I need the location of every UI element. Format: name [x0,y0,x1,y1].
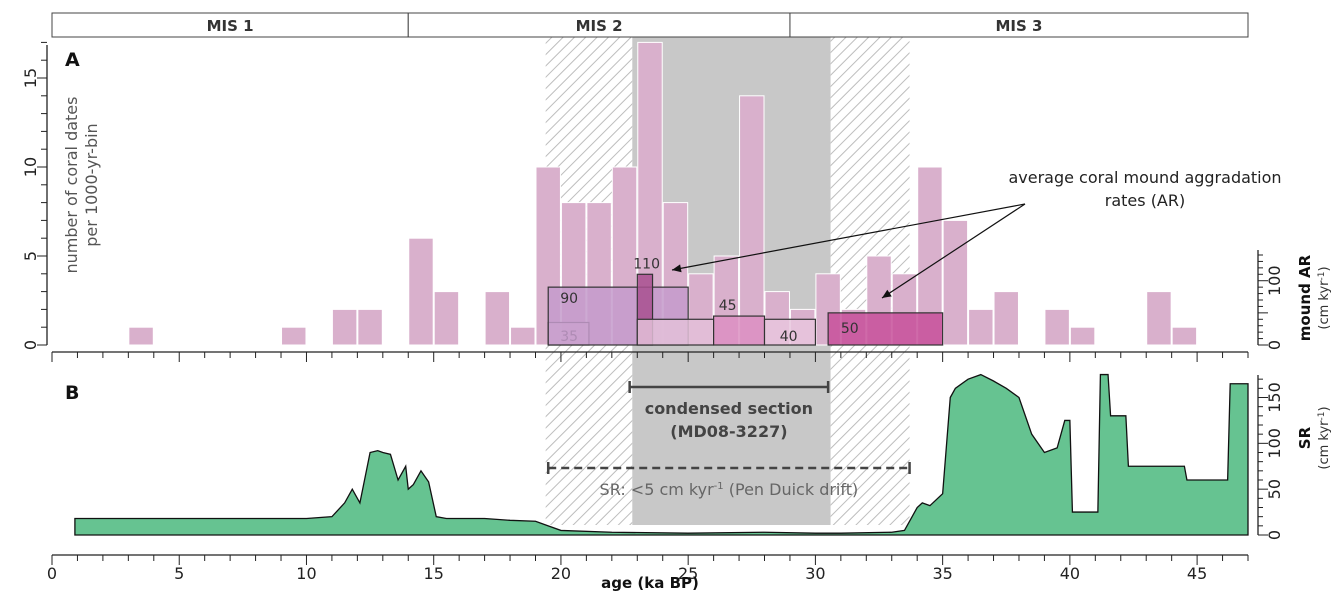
y-axis-ar-title: mound AR [1296,254,1314,341]
condensed-label-2: (MD08-3227) [670,422,787,441]
bar-37 [993,291,1019,346]
bar-3 [128,326,154,346]
axes: 0 5 10 15 20 25 30 35 40 45 0 5 10 15 number of coral … [21,41,1332,583]
bar-17 [484,291,511,346]
y-tick-label-sr-100: 100 [1265,428,1284,459]
bar-36 [968,308,994,346]
sr-area-path [74,373,1249,536]
y-axis-sr-unit: (cm kyr-1) [1317,406,1332,469]
y-tick-label-ar-100: 100 [1265,265,1284,296]
x-tick-label-10: 10 [296,564,316,583]
y-axis-sr-title: SR [1296,426,1314,449]
bar-11 [331,308,358,346]
mis-bar: MIS 1 MIS 2 MIS 3 [51,12,1249,38]
ar-label-50: 50 [841,321,859,337]
x-tick-label-15: 15 [424,564,444,583]
y-axis-ar-unit-end: ) [1317,266,1332,271]
y-tick-label-a-10: 10 [21,157,40,177]
x-tick-label-25: 25 [678,564,698,583]
bar-39 [1044,308,1070,346]
mis-label-2: MIS 2 [576,17,623,35]
ar-annotation-line2: rates (AR) [1105,191,1185,210]
ar-box-5 [763,318,817,346]
x-axis-title: age (ka BP) [601,574,699,591]
x-tick-label-0: 0 [47,564,57,583]
ar-box-6 [827,312,944,346]
mis-label-3: MIS 3 [995,17,1042,35]
ar-label-90: 90 [560,291,578,307]
ar-box-3 [636,318,715,346]
x-tick-label-5: 5 [174,564,184,583]
panel-letter-a: A [65,49,80,71]
mis-box-3 [789,12,1249,38]
bar-14 [408,237,434,346]
ar-box-4 [713,315,766,346]
bar-12 [357,308,383,346]
ar-arrow-2 [881,203,1026,299]
y-axis-sr-unit-end: ) [1317,406,1332,411]
ar-label-45: 45 [719,298,737,314]
x-tick-label-35: 35 [932,564,952,583]
sr-label: SR: <5 cm kyr-1 (Pen Duick drift) [600,480,859,499]
y-tick-label-sr-150: 150 [1265,382,1284,413]
bar-27 [739,95,765,346]
condensed-label-1: condensed section [645,399,813,418]
y-axis-a-title-1: number of coral dates [62,97,81,274]
bar-15 [433,291,460,346]
x-tick-label-40: 40 [1060,564,1080,583]
sr-area [74,373,1249,536]
y-tick-label-sr-0: 0 [1265,530,1284,540]
panel-letter-b: B [65,382,79,404]
ar-label-40: 40 [780,329,798,345]
ar-arrow-1-head [672,264,682,273]
sr-label-end: (Pen Duick drift) [724,480,859,499]
ar-boxes: 3590110454050 [547,256,944,346]
y-axis-ar-unit: (cm kyr-1) [1317,266,1332,329]
bar-35 [942,219,969,346]
y-tick-label-a-5: 5 [21,251,40,261]
y-axis-sr-unit-sup: -1 [1317,411,1327,420]
annotations: condensed section (MD08-3227) SR: <5 cm ky… [546,203,1026,499]
y-tick-label-a-0: 0 [21,340,40,350]
y-tick-label-sr-50: 50 [1265,479,1284,499]
ar-arrow-1 [671,203,1026,271]
ar-arrow-2-head [882,289,892,298]
y-tick-label-ar-0: 0 [1265,340,1284,350]
x-tick-label-30: 30 [805,564,825,583]
y-tick-label-a-15: 15 [21,68,40,88]
ar-annotation-line1: average coral mound aggradation [1008,168,1281,187]
bar-18 [510,326,536,346]
bar-44 [1171,326,1198,346]
bar-40 [1069,326,1096,346]
mis-box-2 [407,12,791,38]
y-axis-ar-unit-sup: -1 [1317,271,1327,280]
x-tick-label-45: 45 [1187,564,1207,583]
sr-label-sup: -1 [714,481,724,492]
x-tick-label-20: 20 [551,564,571,583]
ar-label-110: 110 [633,256,660,272]
bar-43 [1146,291,1172,346]
y-axis-a-title-2: per 1000-yr-bin [82,123,101,246]
mis-label-1: MIS 1 [207,17,254,35]
bar-9 [281,326,307,346]
